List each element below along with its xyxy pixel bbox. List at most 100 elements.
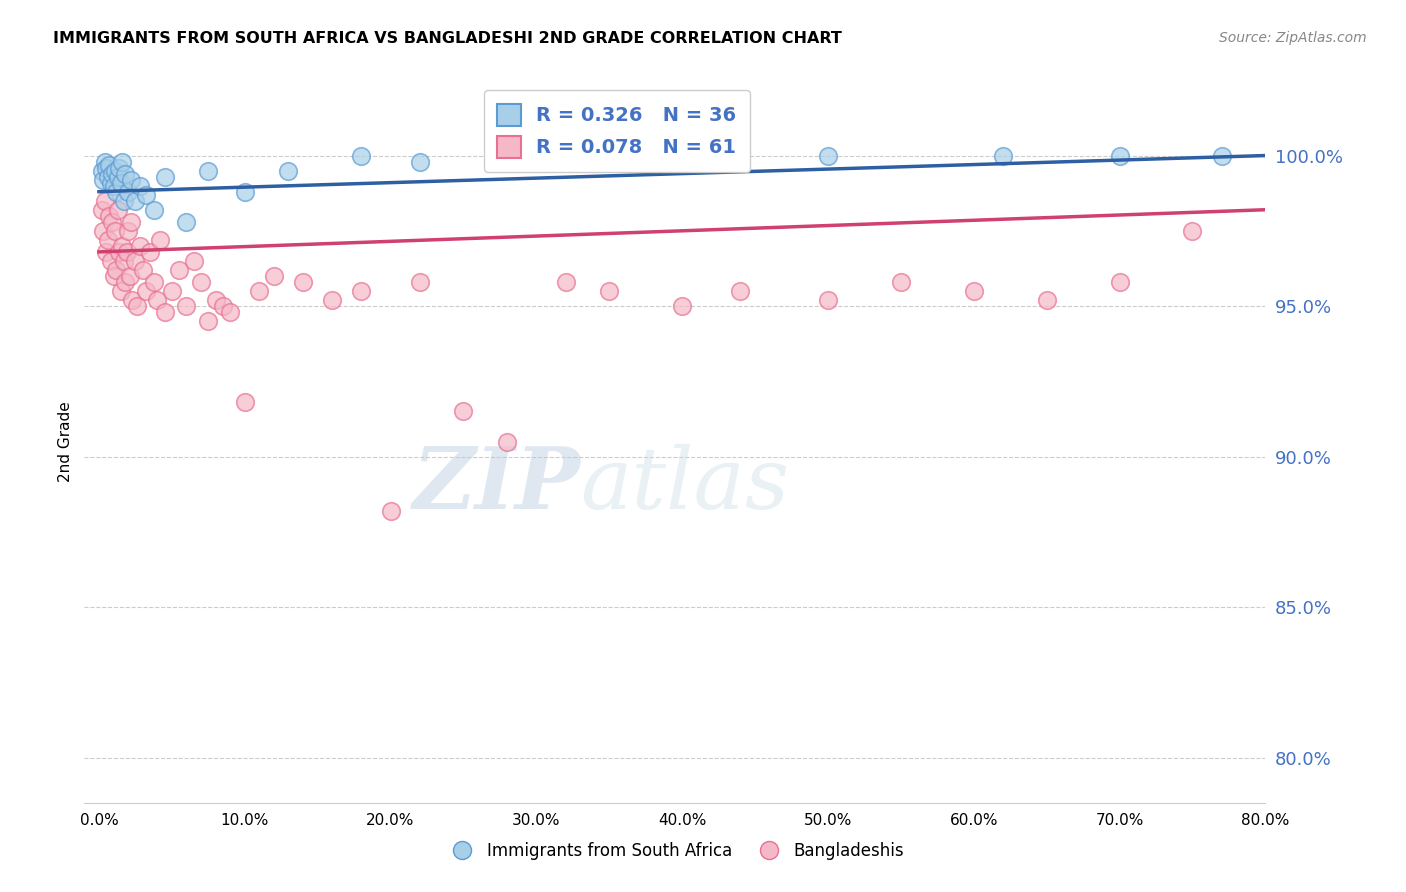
Point: [97, 233, 120, 247]
Point: [131, 263, 153, 277]
Point: [1108, 148, 1130, 162]
Point: [143, 275, 166, 289]
Point: [128, 178, 150, 193]
Point: [890, 275, 912, 289]
Point: [110, 176, 132, 190]
Point: [110, 284, 132, 298]
Point: [233, 395, 256, 409]
Point: [143, 202, 166, 217]
Point: [111, 154, 134, 169]
Point: [167, 263, 190, 277]
Point: [671, 299, 693, 313]
Point: [598, 284, 620, 298]
Point: [114, 275, 136, 289]
Point: [160, 284, 183, 298]
Point: [176, 215, 198, 229]
Point: [101, 215, 124, 229]
Point: [176, 299, 198, 313]
Point: [233, 185, 256, 199]
Point: [963, 284, 986, 298]
Point: [350, 148, 373, 162]
Point: [94, 154, 117, 169]
Point: [96, 244, 118, 259]
Point: [671, 148, 693, 162]
Point: [104, 163, 127, 178]
Point: [153, 169, 176, 184]
Point: [409, 275, 432, 289]
Point: [117, 185, 139, 199]
Point: [204, 293, 226, 307]
Point: [115, 244, 138, 259]
Point: [554, 275, 576, 289]
Point: [117, 224, 139, 238]
Point: [197, 314, 219, 328]
Point: [197, 163, 219, 178]
Point: [183, 254, 205, 268]
Point: [212, 299, 235, 313]
Point: [146, 293, 169, 307]
Text: Source: ZipAtlas.com: Source: ZipAtlas.com: [1219, 31, 1367, 45]
Point: [153, 305, 176, 319]
Point: [124, 254, 146, 268]
Point: [100, 176, 122, 190]
Point: [1181, 224, 1204, 238]
Text: IMMIGRANTS FROM SOUTH AFRICA VS BANGLADESHI 2ND GRADE CORRELATION CHART: IMMIGRANTS FROM SOUTH AFRICA VS BANGLADE…: [53, 31, 842, 46]
Point: [90, 202, 112, 217]
Point: [108, 161, 131, 175]
Point: [100, 254, 122, 268]
Text: ZIP: ZIP: [412, 443, 581, 526]
Point: [247, 284, 270, 298]
Point: [96, 161, 118, 175]
Point: [380, 504, 402, 518]
Point: [125, 299, 148, 313]
Point: [277, 163, 299, 178]
Point: [107, 169, 129, 184]
Point: [94, 194, 117, 208]
Point: [135, 187, 157, 202]
Point: [219, 305, 242, 319]
Point: [139, 244, 162, 259]
Point: [1211, 148, 1233, 162]
Text: atlas: atlas: [581, 443, 790, 526]
Point: [98, 158, 121, 172]
Point: [496, 434, 519, 449]
Point: [120, 172, 142, 186]
Point: [90, 163, 112, 178]
Point: [111, 239, 134, 253]
Point: [105, 263, 128, 277]
Point: [103, 268, 125, 283]
Point: [263, 268, 285, 283]
Point: [124, 194, 146, 208]
Point: [121, 293, 143, 307]
Point: [107, 202, 129, 217]
Legend: Immigrants from South Africa, Bangladeshis: Immigrants from South Africa, Bangladesh…: [439, 836, 911, 867]
Point: [149, 233, 172, 247]
Point: [120, 215, 142, 229]
Y-axis label: 2nd Grade: 2nd Grade: [58, 401, 73, 482]
Point: [114, 167, 136, 181]
Point: [112, 194, 135, 208]
Point: [135, 284, 157, 298]
Point: [453, 404, 475, 418]
Point: [101, 167, 124, 181]
Point: [1108, 275, 1130, 289]
Point: [350, 284, 373, 298]
Point: [730, 284, 752, 298]
Point: [1035, 293, 1057, 307]
Point: [128, 239, 150, 253]
Point: [104, 224, 127, 238]
Point: [98, 209, 121, 223]
Point: [190, 275, 212, 289]
Point: [817, 293, 839, 307]
Point: [112, 254, 135, 268]
Point: [321, 293, 343, 307]
Point: [409, 154, 432, 169]
Point: [91, 172, 114, 186]
Point: [817, 148, 839, 162]
Point: [105, 185, 128, 199]
Point: [103, 178, 125, 193]
Point: [991, 148, 1014, 162]
Point: [97, 169, 120, 184]
Point: [91, 224, 114, 238]
Point: [292, 275, 315, 289]
